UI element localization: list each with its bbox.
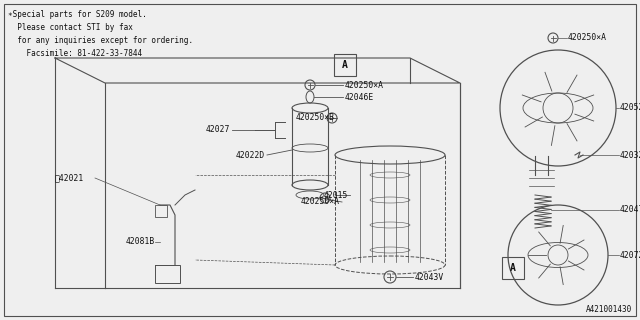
Text: 42052DD: 42052DD — [620, 103, 640, 113]
Bar — [334, 54, 356, 76]
Text: 420250×A: 420250×A — [568, 34, 607, 43]
Text: 42015: 42015 — [324, 190, 348, 199]
Text: Please contact STI by fax: Please contact STI by fax — [8, 23, 133, 32]
Text: 42047: 42047 — [620, 205, 640, 214]
Text: 42046E: 42046E — [345, 92, 374, 101]
Text: 42022D: 42022D — [236, 150, 265, 159]
Text: 42027: 42027 — [205, 125, 230, 134]
Bar — [155, 205, 167, 217]
Text: for any inquiries except for ordering.: for any inquiries except for ordering. — [8, 36, 193, 45]
Bar — [155, 265, 180, 283]
Text: 42081B: 42081B — [125, 237, 155, 246]
Text: 42043V: 42043V — [415, 273, 444, 282]
Text: 420250×B: 420250×B — [296, 114, 335, 123]
Text: 420250×A: 420250×A — [345, 81, 384, 90]
Text: ⁂42021: ⁂42021 — [55, 173, 84, 182]
Text: A421001430: A421001430 — [586, 305, 632, 314]
Text: ∗Special parts for S209 model.: ∗Special parts for S209 model. — [8, 10, 147, 19]
Text: 42032B: 42032B — [620, 150, 640, 159]
Text: Facsimile: 81-422-33-7844: Facsimile: 81-422-33-7844 — [8, 49, 142, 58]
Text: A: A — [510, 263, 516, 273]
Text: 420250×A: 420250×A — [301, 197, 340, 206]
Bar — [502, 257, 524, 279]
Text: A: A — [342, 60, 348, 70]
Text: 42072A: 42072A — [620, 251, 640, 260]
